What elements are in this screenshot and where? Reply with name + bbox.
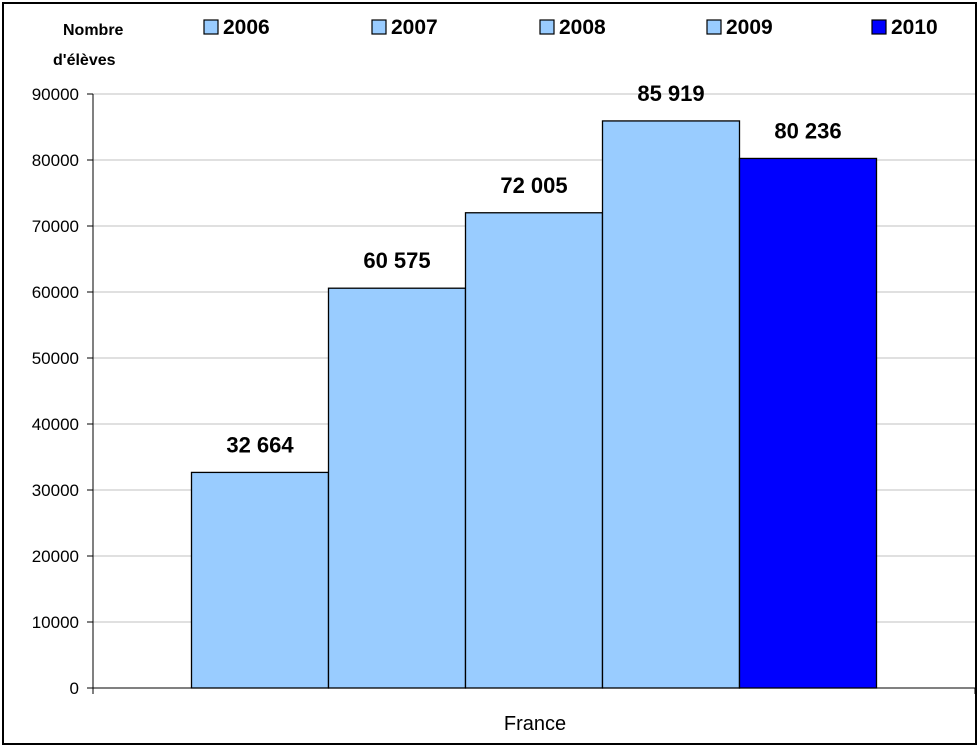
legend: 2006 2007 2008 2009 2010 xyxy=(203,16,938,39)
y-tick-label: 90000 xyxy=(32,85,79,104)
legend-label-2008: 2008 xyxy=(559,16,606,39)
bar-2006 xyxy=(190,471,330,689)
data-label-2009: 85 919 xyxy=(637,81,704,106)
legend-swatch-2006 xyxy=(203,19,219,35)
bar-2009 xyxy=(601,120,741,689)
data-label-2007: 60 575 xyxy=(363,248,430,273)
bar-2010 xyxy=(738,157,878,689)
x-category-label: France xyxy=(504,713,566,735)
y-tick-label: 10000 xyxy=(32,613,79,632)
legend-swatch-2009 xyxy=(706,19,722,35)
y-tick-label: 0 xyxy=(70,679,79,698)
y-tick-label: 80000 xyxy=(32,151,79,170)
y-tick-label: 20000 xyxy=(32,547,79,566)
bars xyxy=(190,120,878,689)
legend-swatch-2008 xyxy=(539,19,555,35)
y-tick-label: 40000 xyxy=(32,415,79,434)
y-tick-label: 70000 xyxy=(32,217,79,236)
data-label-2010: 80 236 xyxy=(774,118,841,143)
y-axis-ticks: 0 10000 20000 30000 40000 50000 60000 70000 8000… xyxy=(32,85,976,698)
legend-label-2007: 2007 xyxy=(391,16,438,39)
bar-2008 xyxy=(464,212,604,689)
legend-label-2010: 2010 xyxy=(891,16,938,39)
y-tick-label: 30000 xyxy=(32,481,79,500)
legend-swatch-2007 xyxy=(371,19,387,35)
data-label-2008: 72 005 xyxy=(500,173,567,198)
legend-label-2009: 2009 xyxy=(726,16,773,39)
data-labels: 32 664 60 575 72 005 85 919 80 236 xyxy=(226,81,841,457)
y-axis-label-line-2: d'élèves xyxy=(53,52,116,69)
data-label-2006: 32 664 xyxy=(226,432,294,457)
y-tick-label: 60000 xyxy=(32,283,79,302)
y-tick-label: 50000 xyxy=(32,349,79,368)
bar-2007 xyxy=(327,287,467,689)
legend-label-2006: 2006 xyxy=(223,16,270,39)
y-axis-label-line-1: Nombre xyxy=(63,22,124,39)
legend-swatch-2010 xyxy=(871,19,887,35)
